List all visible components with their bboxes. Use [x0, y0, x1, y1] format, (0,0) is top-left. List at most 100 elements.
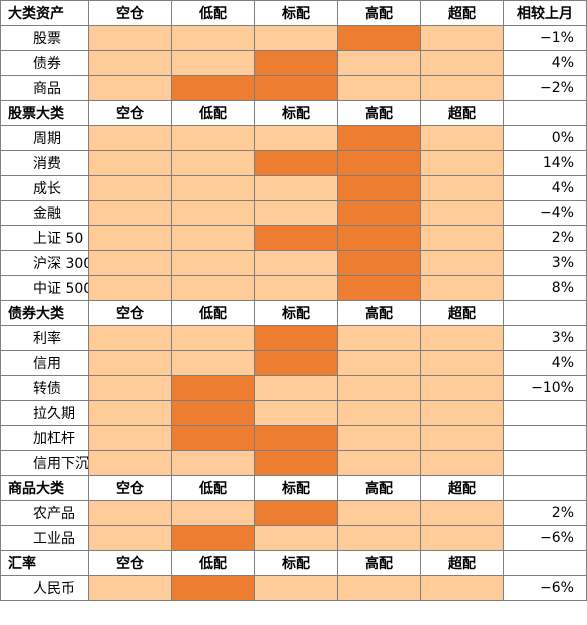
change-value	[503, 450, 587, 476]
row-label: 利率	[0, 325, 89, 351]
level-cell	[420, 150, 504, 176]
data-row: 股票 −1%	[0, 25, 587, 51]
section-title: 汇率	[0, 550, 89, 576]
allocation-table: 大类资产 空仓 低配 标配 高配 超配 相较上月 股票 −1% 债券 4% 商品 −2% 股票大类 空仓 低配…	[0, 0, 587, 601]
level-cell	[254, 375, 338, 401]
row-label: 农产品	[0, 500, 89, 526]
change-value: −6%	[503, 575, 587, 601]
row-label: 拉久期	[0, 400, 89, 426]
data-row: 周期 0%	[0, 125, 587, 151]
row-label: 信用下沉	[0, 450, 89, 476]
level-cell-active	[171, 400, 255, 426]
level-cell-active	[171, 525, 255, 551]
level-cell	[88, 225, 172, 251]
level-cell	[88, 525, 172, 551]
level-cell	[88, 275, 172, 301]
level-cell	[420, 125, 504, 151]
level-cell	[254, 525, 338, 551]
level-cell	[88, 125, 172, 151]
row-label: 工业品	[0, 525, 89, 551]
row-label: 上证 50	[0, 225, 89, 251]
change-header: 相较上月	[503, 0, 587, 26]
data-row: 农产品 2%	[0, 500, 587, 526]
row-label: 商品	[0, 75, 89, 101]
data-row: 金融 −4%	[0, 200, 587, 226]
data-row: 拉久期	[0, 400, 587, 426]
level-cell-active	[171, 425, 255, 451]
level-cell-active	[254, 425, 338, 451]
table-body: 大类资产 空仓 低配 标配 高配 超配 相较上月 股票 −1% 债券 4% 商品 −2% 股票大类 空仓 低配…	[0, 0, 587, 601]
level-cell	[337, 50, 421, 76]
level-cell-active	[171, 375, 255, 401]
level-cell	[88, 400, 172, 426]
data-row: 人民币 −6%	[0, 575, 587, 601]
level-cell	[254, 25, 338, 51]
data-row: 信用下沉	[0, 450, 587, 476]
level-cell-active	[171, 575, 255, 601]
level-header: 低配	[171, 475, 255, 501]
level-cell	[254, 400, 338, 426]
level-cell-active	[337, 150, 421, 176]
level-cell	[88, 375, 172, 401]
level-cell	[88, 175, 172, 201]
level-cell-active	[254, 75, 338, 101]
section-header-row: 商品大类 空仓 低配 标配 高配 超配	[0, 475, 587, 501]
level-cell	[420, 175, 504, 201]
level-cell	[337, 425, 421, 451]
level-cell-active	[337, 25, 421, 51]
level-cell	[88, 450, 172, 476]
change-value: 0%	[503, 125, 587, 151]
level-cell	[88, 350, 172, 376]
level-cell	[337, 500, 421, 526]
level-cell	[88, 500, 172, 526]
row-label: 债券	[0, 50, 89, 76]
level-cell	[88, 250, 172, 276]
data-row: 加杠杆	[0, 425, 587, 451]
change-value	[503, 425, 587, 451]
level-header: 高配	[337, 475, 421, 501]
level-cell	[88, 200, 172, 226]
row-label: 转债	[0, 375, 89, 401]
level-header: 空仓	[88, 0, 172, 26]
header-cell	[503, 300, 587, 326]
change-value: 2%	[503, 225, 587, 251]
header-cell	[503, 100, 587, 126]
row-label: 股票	[0, 25, 89, 51]
level-cell	[420, 525, 504, 551]
level-cell	[254, 200, 338, 226]
level-cell	[420, 450, 504, 476]
level-header: 空仓	[88, 300, 172, 326]
level-cell	[337, 325, 421, 351]
row-label: 人民币	[0, 575, 89, 601]
level-cell	[171, 200, 255, 226]
level-cell	[254, 575, 338, 601]
level-cell	[88, 25, 172, 51]
level-cell	[88, 75, 172, 101]
level-header: 低配	[171, 100, 255, 126]
level-cell	[171, 225, 255, 251]
level-cell	[254, 250, 338, 276]
row-label: 加杠杆	[0, 425, 89, 451]
level-cell-active	[337, 250, 421, 276]
change-value: −4%	[503, 200, 587, 226]
level-cell	[254, 275, 338, 301]
level-cell-active	[337, 125, 421, 151]
level-cell	[171, 125, 255, 151]
level-header: 高配	[337, 100, 421, 126]
level-cell	[254, 175, 338, 201]
level-cell-active	[254, 50, 338, 76]
level-header: 高配	[337, 300, 421, 326]
level-header: 超配	[420, 0, 504, 26]
data-row: 沪深 300 3%	[0, 250, 587, 276]
level-cell-active	[337, 175, 421, 201]
level-cell	[171, 450, 255, 476]
level-cell-active	[254, 225, 338, 251]
data-row: 上证 50 2%	[0, 225, 587, 251]
section-title: 商品大类	[0, 475, 89, 501]
change-value: −6%	[503, 525, 587, 551]
level-cell	[420, 350, 504, 376]
level-cell	[171, 50, 255, 76]
level-header: 超配	[420, 300, 504, 326]
level-cell	[420, 575, 504, 601]
level-cell	[420, 25, 504, 51]
